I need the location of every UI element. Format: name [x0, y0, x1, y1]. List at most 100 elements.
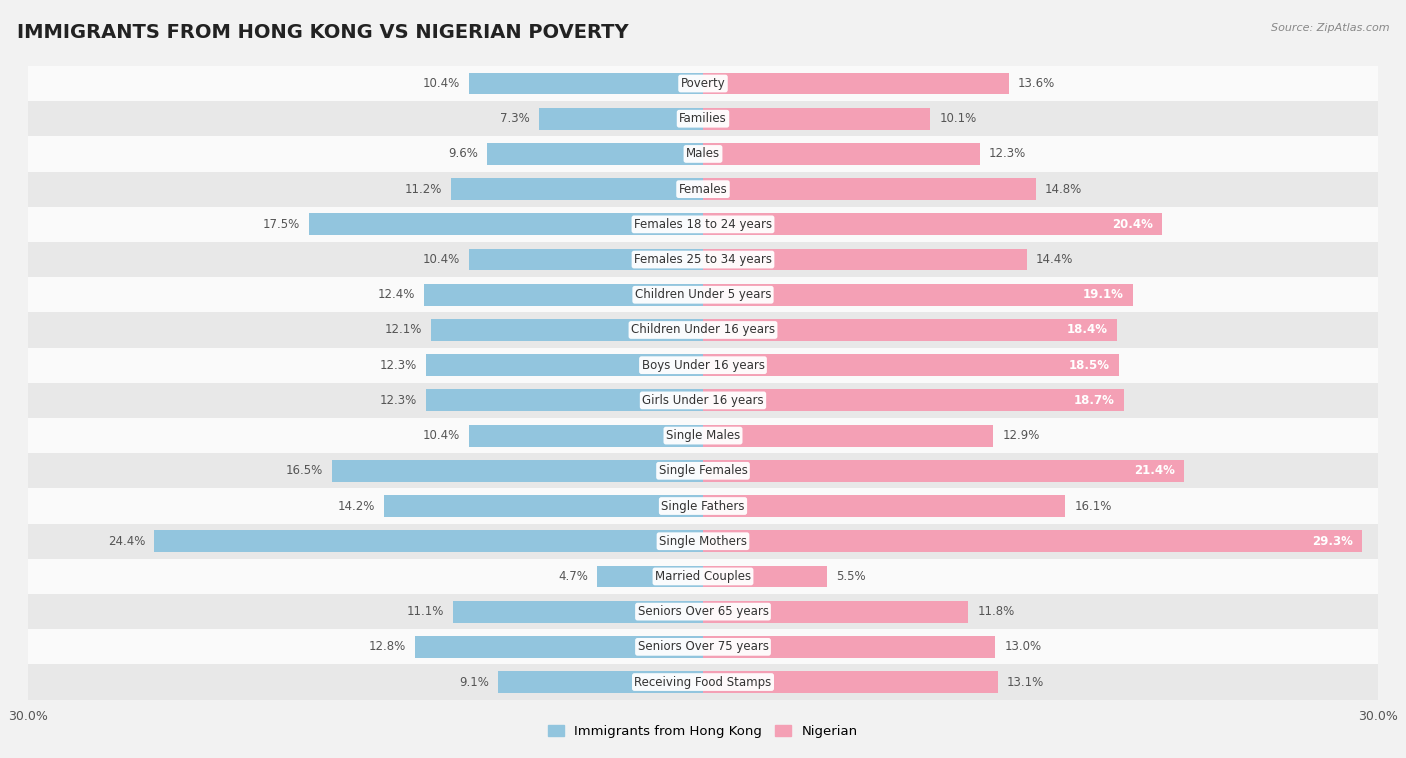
Bar	[470, 249, 703, 271]
Text: 12.9%: 12.9%	[1002, 429, 1039, 442]
Text: Seniors Over 75 years: Seniors Over 75 years	[637, 641, 769, 653]
Bar	[703, 424, 993, 446]
Bar	[28, 171, 1378, 207]
Text: 9.6%: 9.6%	[449, 148, 478, 161]
Bar	[425, 283, 703, 305]
Text: Males: Males	[686, 148, 720, 161]
Text: 13.6%: 13.6%	[1018, 77, 1054, 90]
Text: 11.8%: 11.8%	[977, 605, 1015, 618]
Text: 9.1%: 9.1%	[460, 675, 489, 688]
Text: 21.4%: 21.4%	[1135, 465, 1175, 478]
Text: Girls Under 16 years: Girls Under 16 years	[643, 394, 763, 407]
Bar	[703, 460, 1184, 482]
Text: Single Males: Single Males	[666, 429, 740, 442]
Text: IMMIGRANTS FROM HONG KONG VS NIGERIAN POVERTY: IMMIGRANTS FROM HONG KONG VS NIGERIAN PO…	[17, 23, 628, 42]
Text: 7.3%: 7.3%	[501, 112, 530, 125]
Bar	[28, 383, 1378, 418]
Bar	[703, 178, 1036, 200]
Text: 16.1%: 16.1%	[1074, 500, 1112, 512]
Bar	[28, 594, 1378, 629]
Text: 13.1%: 13.1%	[1007, 675, 1043, 688]
Bar	[426, 354, 703, 376]
Bar	[451, 178, 703, 200]
Bar	[538, 108, 703, 130]
Text: Children Under 5 years: Children Under 5 years	[634, 288, 772, 301]
Text: 11.1%: 11.1%	[406, 605, 444, 618]
Bar	[28, 524, 1378, 559]
Bar	[703, 319, 1116, 341]
Text: 13.0%: 13.0%	[1004, 641, 1042, 653]
Text: Females 18 to 24 years: Females 18 to 24 years	[634, 218, 772, 231]
Text: Females 25 to 34 years: Females 25 to 34 years	[634, 253, 772, 266]
Text: 17.5%: 17.5%	[263, 218, 301, 231]
Text: Females: Females	[679, 183, 727, 196]
Bar	[28, 242, 1378, 277]
Text: 10.4%: 10.4%	[423, 253, 460, 266]
Bar	[703, 565, 827, 587]
Text: Receiving Food Stamps: Receiving Food Stamps	[634, 675, 772, 688]
Bar	[28, 629, 1378, 665]
Text: 16.5%: 16.5%	[285, 465, 323, 478]
Text: 18.7%: 18.7%	[1074, 394, 1115, 407]
Bar	[415, 636, 703, 658]
Bar	[28, 136, 1378, 171]
Bar	[703, 143, 980, 164]
Text: 10.1%: 10.1%	[939, 112, 976, 125]
Text: Boys Under 16 years: Boys Under 16 years	[641, 359, 765, 371]
Bar	[155, 531, 703, 552]
Text: 14.8%: 14.8%	[1045, 183, 1083, 196]
Text: 18.5%: 18.5%	[1069, 359, 1111, 371]
Bar	[703, 601, 969, 622]
Bar	[703, 73, 1010, 95]
Text: Single Mothers: Single Mothers	[659, 534, 747, 548]
Bar	[384, 495, 703, 517]
Bar	[486, 143, 703, 164]
Text: 14.2%: 14.2%	[337, 500, 374, 512]
Text: Source: ZipAtlas.com: Source: ZipAtlas.com	[1271, 23, 1389, 33]
Text: 20.4%: 20.4%	[1112, 218, 1153, 231]
Bar	[453, 601, 703, 622]
Text: 12.3%: 12.3%	[380, 394, 418, 407]
Text: 24.4%: 24.4%	[108, 534, 145, 548]
Bar	[28, 207, 1378, 242]
Bar	[598, 565, 703, 587]
Text: 10.4%: 10.4%	[423, 429, 460, 442]
Text: 18.4%: 18.4%	[1067, 324, 1108, 337]
Text: Single Fathers: Single Fathers	[661, 500, 745, 512]
Bar	[703, 636, 995, 658]
Bar	[703, 108, 931, 130]
Text: 12.8%: 12.8%	[368, 641, 406, 653]
Bar	[470, 424, 703, 446]
Text: Married Couples: Married Couples	[655, 570, 751, 583]
Text: Families: Families	[679, 112, 727, 125]
Bar	[332, 460, 703, 482]
Bar	[703, 249, 1026, 271]
Text: 29.3%: 29.3%	[1312, 534, 1353, 548]
Bar	[28, 559, 1378, 594]
Text: 11.2%: 11.2%	[405, 183, 441, 196]
Bar	[28, 665, 1378, 700]
Bar	[703, 531, 1362, 552]
Bar	[703, 214, 1161, 235]
Bar	[703, 283, 1133, 305]
Bar	[703, 390, 1123, 412]
Text: 12.4%: 12.4%	[378, 288, 415, 301]
Bar	[28, 66, 1378, 101]
Text: 12.3%: 12.3%	[988, 148, 1026, 161]
Bar	[28, 312, 1378, 348]
Bar	[309, 214, 703, 235]
Text: 19.1%: 19.1%	[1083, 288, 1123, 301]
Text: Single Females: Single Females	[658, 465, 748, 478]
Text: Poverty: Poverty	[681, 77, 725, 90]
Bar	[703, 671, 998, 693]
Text: 12.3%: 12.3%	[380, 359, 418, 371]
Text: 5.5%: 5.5%	[835, 570, 865, 583]
Bar	[28, 348, 1378, 383]
Bar	[28, 277, 1378, 312]
Text: 14.4%: 14.4%	[1036, 253, 1073, 266]
Bar	[28, 101, 1378, 136]
Text: Seniors Over 65 years: Seniors Over 65 years	[637, 605, 769, 618]
Text: 4.7%: 4.7%	[558, 570, 588, 583]
Bar	[498, 671, 703, 693]
Bar	[703, 495, 1066, 517]
